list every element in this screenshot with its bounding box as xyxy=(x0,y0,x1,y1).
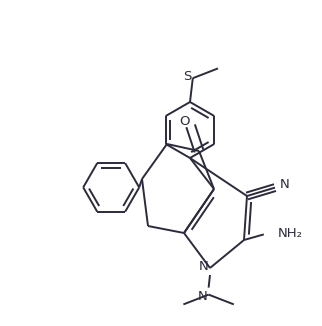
Text: N: N xyxy=(199,259,209,273)
Text: S: S xyxy=(184,70,192,83)
Text: O: O xyxy=(179,115,190,128)
Text: N: N xyxy=(280,178,290,191)
Text: NH₂: NH₂ xyxy=(278,227,303,240)
Text: N: N xyxy=(198,290,207,303)
